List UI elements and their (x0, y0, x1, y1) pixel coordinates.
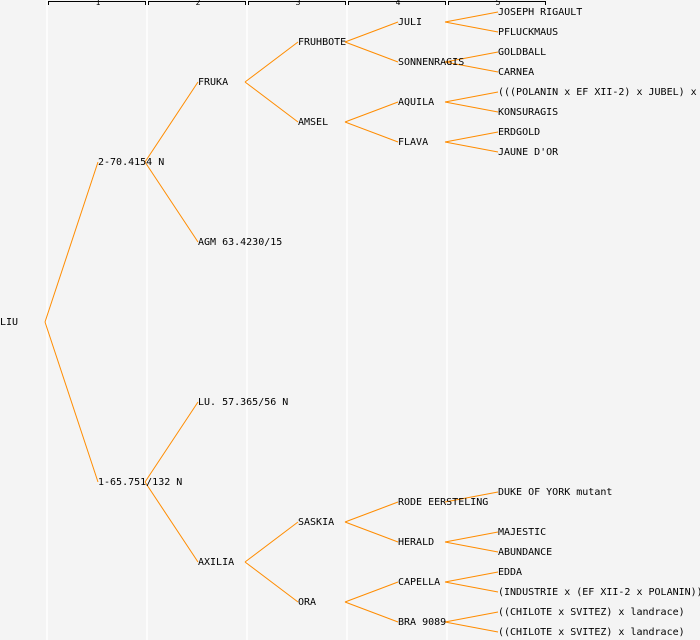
pedigree-link (344, 581, 399, 603)
pedigree-node[interactable]: SONNENRAGIS (398, 57, 465, 68)
pedigree-node[interactable]: KONSURAGIS (498, 107, 559, 118)
generation-bracket (148, 1, 246, 5)
pedigree-node[interactable]: ORA (298, 597, 317, 608)
generation-number: 3 (295, 0, 301, 7)
pedigree-node[interactable]: SASKIA (298, 517, 335, 528)
pedigree-link (344, 601, 399, 623)
pedigree-link (44, 321, 99, 483)
pedigree-node[interactable]: RODE EERSTELING (398, 497, 489, 508)
pedigree-node[interactable]: CAPELLA (398, 577, 441, 588)
pedigree-link (444, 131, 499, 143)
pedigree-node[interactable]: PFLUCKMAUS (498, 27, 559, 38)
pedigree-link (244, 81, 299, 123)
pedigree-node[interactable]: ((CHILOTE x SVITEZ) x landrace) (498, 607, 685, 618)
pedigree-link (344, 21, 399, 43)
pedigree-link (444, 621, 499, 633)
pedigree-link (144, 481, 199, 563)
pedigree-node[interactable]: EDDA (498, 567, 523, 578)
pedigree-link (444, 571, 499, 583)
generation-number: 2 (195, 0, 201, 7)
pedigree-link (44, 161, 99, 323)
pedigree-link (444, 141, 499, 153)
pedigree-link (144, 81, 199, 163)
pedigree-link (244, 521, 299, 563)
pedigree-node[interactable]: (((POLANIN x EF XII-2) x JUBEL) x (498, 87, 697, 98)
pedigree-link (444, 541, 499, 553)
pedigree-node[interactable]: AXILIA (198, 557, 235, 568)
pedigree-node[interactable]: LIU (0, 317, 19, 328)
pedigree-link (444, 531, 499, 543)
pedigree-node[interactable]: DUKE OF YORK mutant (498, 487, 613, 498)
pedigree-link (344, 101, 399, 123)
pedigree-node[interactable]: JAUNE D'OR (498, 147, 559, 158)
pedigree-link (444, 491, 499, 503)
pedigree-node[interactable]: AQUILA (398, 97, 435, 108)
pedigree-node[interactable]: JULI (398, 17, 423, 28)
generation-number: 5 (495, 0, 501, 7)
pedigree-node[interactable]: BRA 9089 (398, 617, 447, 628)
generation-number: 1 (95, 0, 101, 7)
pedigree-link (344, 121, 399, 143)
pedigree-link (444, 61, 499, 73)
pedigree-link (344, 521, 399, 543)
pedigree-link (444, 51, 499, 63)
pedigree-node[interactable]: 1-65.751/132 N (98, 477, 183, 488)
pedigree-node[interactable]: AGM 63.4230/15 (198, 237, 283, 248)
pedigree-node[interactable]: FLAVA (398, 137, 429, 148)
pedigree-link (344, 41, 399, 63)
pedigree-node[interactable]: (INDUSTRIE x (EF XII-2 x POLANIN)) (498, 587, 700, 598)
generation-number: 4 (395, 0, 401, 7)
pedigree-node[interactable]: AMSEL (298, 117, 329, 128)
pedigree-node[interactable]: HERALD (398, 537, 435, 548)
generation-bracket (248, 1, 346, 5)
pedigree-node[interactable]: ((CHILOTE x SVITEZ) x landrace) (498, 627, 685, 638)
pedigree-link (444, 611, 499, 623)
pedigree-node[interactable]: ERDGOLD (498, 127, 541, 138)
pedigree-link (244, 561, 299, 603)
pedigree-node[interactable]: LU. 57.365/56 N (198, 397, 289, 408)
pedigree-node[interactable]: FRUKA (198, 77, 229, 88)
pedigree-link (444, 91, 499, 103)
pedigree-node[interactable]: FRUHBOTE (298, 37, 347, 48)
pedigree-link (444, 11, 499, 23)
pedigree-node[interactable]: 2-70.4154 N (98, 157, 165, 168)
pedigree-node[interactable]: JOSEPH RIGAULT (498, 7, 583, 18)
pedigree-node[interactable]: ABUNDANCE (498, 547, 553, 558)
pedigree-node[interactable]: MAJESTIC (498, 527, 547, 538)
generation-bracket (348, 1, 446, 5)
pedigree-link (344, 501, 399, 523)
pedigree-link (144, 401, 199, 483)
generation-bracket (48, 1, 146, 5)
pedigree-link (144, 161, 199, 243)
pedigree-link (244, 41, 299, 83)
pedigree-link (444, 21, 499, 33)
pedigree-node[interactable]: GOLDBALL (498, 47, 547, 58)
pedigree-link (444, 581, 499, 593)
generation-bracket (448, 1, 546, 5)
pedigree-node[interactable]: CARNEA (498, 67, 535, 78)
pedigree-link (444, 101, 499, 113)
